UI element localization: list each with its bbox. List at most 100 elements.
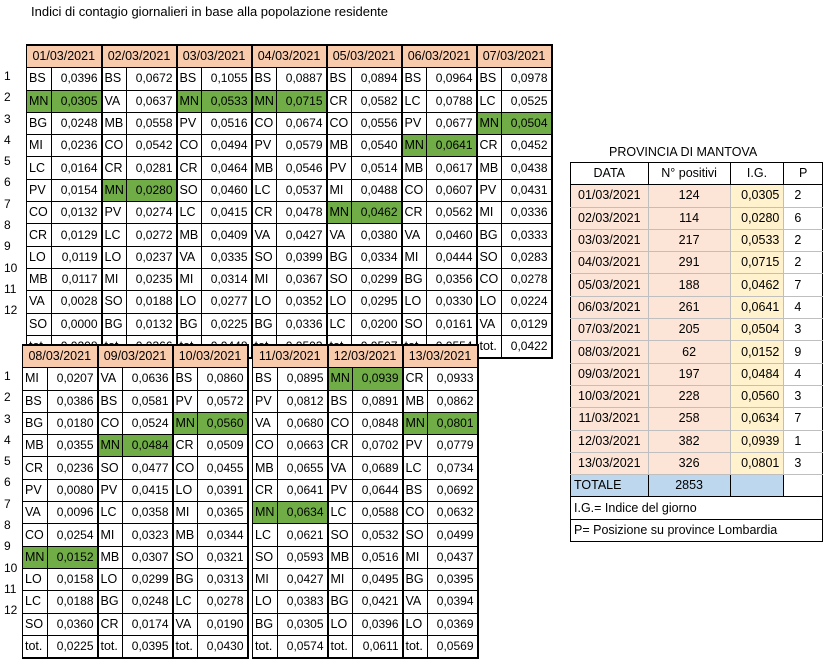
- index-value-cell: 0,0495: [352, 567, 403, 592]
- province-code-cell: VA: [325, 223, 352, 247]
- province-code-cell: LO: [100, 245, 127, 269]
- province-code-cell: SO: [100, 290, 127, 314]
- index-value-cell: 0,0164: [51, 156, 102, 180]
- province-code-cell: CO: [175, 134, 202, 158]
- table-row: 09/03/2021 197 0,0484 4: [570, 362, 823, 386]
- province-code-cell: CR: [96, 612, 123, 636]
- index-value-cell: 0,0560: [197, 411, 249, 436]
- position-cell: 7: [783, 407, 823, 431]
- ig-cell: 0,0462: [729, 273, 785, 297]
- province-code-cell: MI: [326, 567, 353, 592]
- index-value-cell: 0,0307: [122, 545, 173, 569]
- index-value-cell: 0,0305: [51, 89, 102, 113]
- province-code-cell: LC: [326, 501, 353, 525]
- index-value-cell: 0,0396: [352, 612, 403, 636]
- position-cell: 1: [783, 429, 823, 453]
- index-value-cell: 0,0437: [427, 545, 479, 569]
- ig-cell: 0,0152: [729, 340, 785, 364]
- table-row: 08/03/2021 62 0,0152 9: [570, 340, 823, 364]
- table-row: CR 0,0129 LC 0,0272 MB 0,0409 VA 0,0427 VA 0,0380…: [26, 223, 553, 247]
- index-value-cell: 0,0299: [351, 267, 402, 292]
- province-code-cell: BG: [252, 612, 278, 636]
- index-value-cell: 0,0532: [352, 523, 403, 547]
- index-value-cell: 0,0593: [277, 545, 328, 569]
- page-title: Indici di contagio giornalieri in base a…: [31, 4, 389, 19]
- table-row: 11/03/2021 258 0,0634 7: [570, 407, 823, 431]
- province-code-cell: MI: [100, 267, 127, 292]
- row-number: 10: [4, 560, 18, 575]
- position-cell: 4: [783, 362, 823, 386]
- date-cell: 09/03/2021: [570, 362, 649, 386]
- positives-cell: 114: [647, 206, 731, 230]
- table-row: BS 0,0386 BS 0,0581 PV 0,0572: [22, 389, 249, 413]
- table-row: MB 0,0355 MN 0,0484 CR 0,0509: [22, 434, 249, 458]
- index-value-cell: 0,0452: [501, 134, 553, 158]
- table-row: PV 0,0080 PV 0,0415 LO 0,0391: [22, 478, 249, 503]
- province-code-cell: CR: [326, 434, 353, 458]
- province-code-cell: BG: [22, 411, 48, 436]
- row-number: 5: [4, 154, 11, 169]
- index-value-cell: 0,0462: [351, 201, 402, 225]
- index-value-cell: 0,0080: [47, 478, 98, 503]
- positives-cell: 124: [647, 184, 731, 208]
- province-code-cell: CO: [252, 434, 278, 458]
- total-ig-cell: [729, 474, 785, 498]
- province-code-cell: MN: [175, 89, 202, 113]
- province-code-cell: MB: [475, 156, 502, 180]
- index-value-cell: 0,0415: [201, 201, 252, 225]
- daily-index-table-week1: 01/03/2021 02/03/2021 03/03/2021 04/03/2021…: [26, 44, 553, 360]
- province-code-cell: MN: [475, 111, 502, 136]
- date-header: 06/03/2021: [400, 44, 477, 69]
- table-row: LC 0,0621 SO 0,0532 SO 0,0499: [252, 523, 479, 547]
- date-cell: 11/03/2021: [570, 407, 649, 431]
- province-code-cell: MI: [325, 178, 352, 203]
- province-code-cell: CO: [400, 178, 427, 203]
- positives-cell: 62: [647, 340, 731, 364]
- province-code-cell: VA: [475, 312, 502, 336]
- province-code-cell: LC: [96, 501, 123, 525]
- province-code-cell: MI: [22, 367, 48, 391]
- province-code-cell: MN: [325, 201, 352, 225]
- province-code-cell: MB: [252, 456, 278, 480]
- province-code-cell: CR: [475, 134, 502, 158]
- index-value-cell: 0,0460: [201, 178, 252, 203]
- index-value-cell: 0,0607: [426, 178, 477, 203]
- province-code-cell: LO: [175, 290, 202, 314]
- province-code-cell: MB: [401, 389, 428, 413]
- index-value-cell: 0,0677: [426, 111, 477, 136]
- table-row: LO 0,0119 LO 0,0237 VA 0,0335 SO 0,0399 BG 0,0334…: [26, 245, 553, 269]
- province-code-cell: SO: [400, 312, 427, 336]
- row-number: 8: [4, 218, 11, 233]
- index-value-cell: 0,0190: [197, 612, 249, 636]
- ranking-grid: 01/03/2021 02/03/2021 03/03/2021 04/03/2021…: [26, 44, 553, 360]
- row-number: 7: [4, 496, 11, 511]
- table-row: VA 0,0680 CO 0,0848 MN 0,0801: [252, 411, 479, 436]
- table-row: LC 0,0188 BG 0,0248 LC 0,0278: [22, 590, 249, 614]
- province-code-cell: MI: [171, 501, 198, 525]
- index-value-cell: 0,0509: [197, 434, 249, 458]
- index-value-cell: 0,0313: [197, 567, 249, 592]
- index-value-cell: 0,0672: [126, 67, 177, 91]
- province-code-cell: LO: [26, 245, 52, 269]
- position-cell: 9: [783, 340, 823, 364]
- index-value-cell: 0,0537: [276, 178, 327, 203]
- index-value-cell: 0,0812: [277, 389, 328, 413]
- province-code-cell: BS: [252, 367, 278, 391]
- index-value-cell: 0,0715: [276, 89, 327, 113]
- date-header: 05/03/2021: [325, 44, 402, 69]
- index-value-cell: 0,0632: [427, 501, 479, 525]
- province-code-cell: SO: [250, 245, 277, 269]
- index-value-cell: 0,0444: [426, 245, 477, 269]
- table-row: CO 0,0132 PV 0,0274 LC 0,0415 CR 0,0478 MN 0,0462…: [26, 201, 553, 225]
- row-number: 5: [4, 454, 11, 469]
- index-value-cell: 0,0335: [201, 245, 252, 269]
- table-row: MI 0,0236 CO 0,0542 CO 0,0494 PV 0,0579 MB 0,0540…: [26, 134, 553, 158]
- province-code-cell: MI: [252, 567, 278, 592]
- province-code-cell: PV: [250, 134, 277, 158]
- province-code-cell: BG: [26, 111, 52, 136]
- province-code-cell: MB: [326, 545, 353, 569]
- ig-cell: 0,0939: [729, 429, 785, 453]
- province-code-cell: VA: [326, 456, 353, 480]
- index-value-cell: 0,0281: [126, 156, 177, 180]
- index-value-cell: 0,0894: [351, 67, 402, 91]
